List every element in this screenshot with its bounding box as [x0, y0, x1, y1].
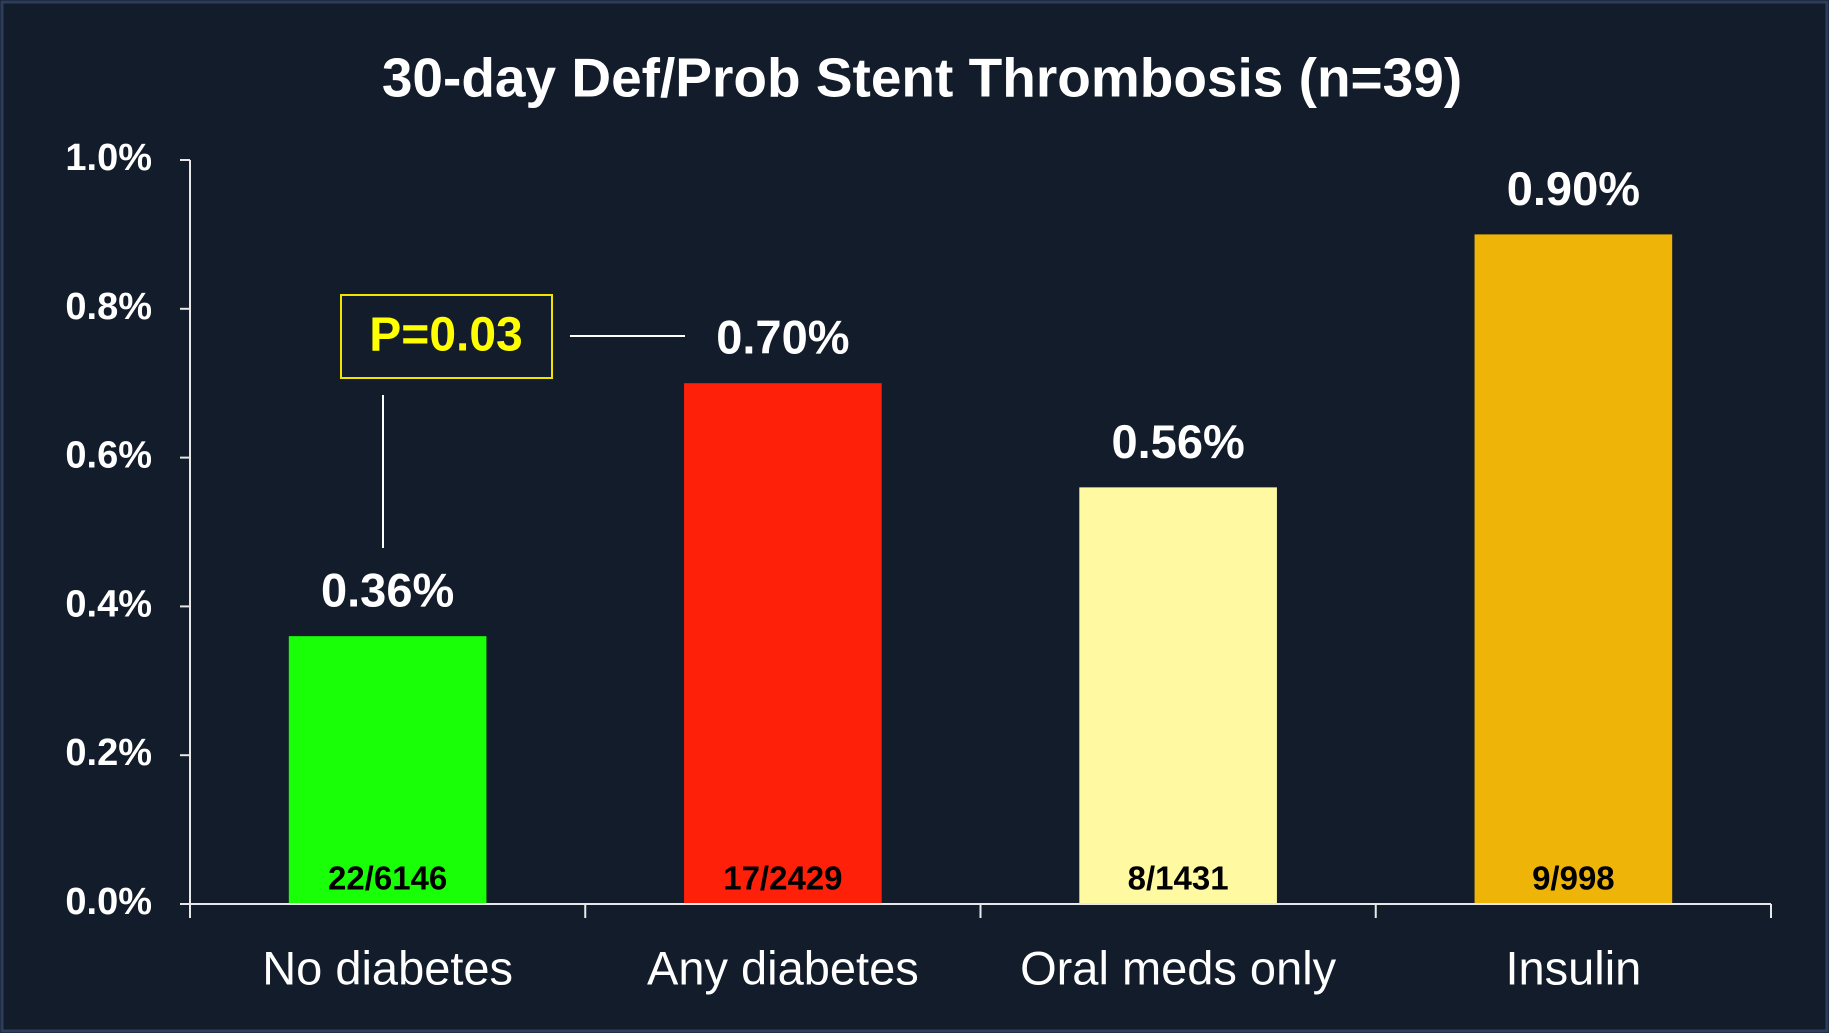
value-label: 0.90% [1507, 162, 1640, 215]
bar [1079, 487, 1277, 904]
annotation-text: P=0.03 [369, 309, 522, 362]
bar [684, 383, 882, 904]
bar [288, 636, 487, 904]
value-label: 0.56% [1111, 415, 1244, 468]
bar-annotation: 9/998 [1532, 860, 1615, 897]
x-tick-label: No diabetes [262, 941, 513, 994]
chart-title: 30-day Def/Prob Stent Thrombosis (n=39) [382, 47, 1462, 109]
annotation-box [340, 294, 553, 379]
x-tick-label: Any diabetes [647, 941, 919, 994]
y-tick-label: 0.8% [65, 286, 152, 328]
value-label: 0.36% [321, 564, 454, 617]
y-tick-label: 0.4% [65, 583, 152, 625]
x-tick-label: Insulin [1505, 941, 1641, 994]
bar-annotation: 17/2429 [723, 860, 842, 897]
bar [1474, 234, 1673, 904]
y-tick-label: 0.2% [65, 732, 152, 774]
y-tick-label: 1.0% [65, 137, 152, 179]
p-value-annotation: P=0.03 [340, 294, 685, 548]
y-tick-label: 0.6% [65, 435, 152, 477]
value-label: 0.70% [716, 311, 849, 364]
y-tick-label: 0.0% [65, 881, 152, 923]
bar-annotation: 8/1431 [1128, 860, 1229, 897]
x-tick-label: Oral meds only [1020, 941, 1337, 994]
bar-annotation: 22/6146 [328, 860, 447, 897]
